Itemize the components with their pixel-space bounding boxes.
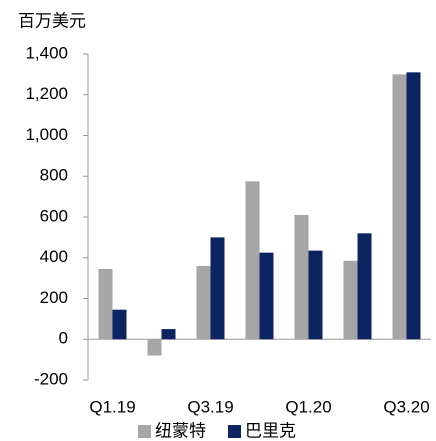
legend-swatch (138, 425, 151, 438)
bar (112, 309, 127, 340)
bar (210, 237, 225, 340)
y-tick-label: 200 (40, 288, 68, 307)
legend-swatch (228, 425, 241, 438)
bar (392, 74, 407, 340)
y-tick-label: -200 (34, 369, 68, 388)
x-tick-label: Q3.19 (187, 397, 233, 416)
x-tick-label: Q1.20 (285, 397, 331, 416)
bar (294, 214, 309, 340)
y-tick-label: 1,400 (25, 43, 68, 62)
bar (245, 181, 260, 340)
bar (406, 72, 421, 340)
bar (357, 233, 372, 340)
y-tick-label: 1,000 (25, 125, 68, 144)
y-tick-label: 800 (40, 166, 68, 185)
legend-label: 纽蒙特 (155, 421, 206, 440)
bar (161, 329, 176, 340)
bar (147, 339, 162, 356)
x-tick-label: Q1.19 (89, 397, 135, 416)
y-tick-label: 1,200 (25, 84, 68, 103)
x-tick-label: Q3.20 (383, 397, 429, 416)
legend-label: 巴里克 (245, 421, 296, 440)
bar (308, 250, 323, 340)
bar (98, 268, 113, 340)
y-tick-label: 400 (40, 247, 68, 266)
bar (343, 260, 358, 340)
y-axis-label: 百万美元 (18, 11, 86, 30)
y-tick-label: 0 (59, 329, 68, 348)
y-tick-label: 600 (40, 206, 68, 225)
bar (259, 252, 274, 340)
bar (196, 265, 211, 340)
